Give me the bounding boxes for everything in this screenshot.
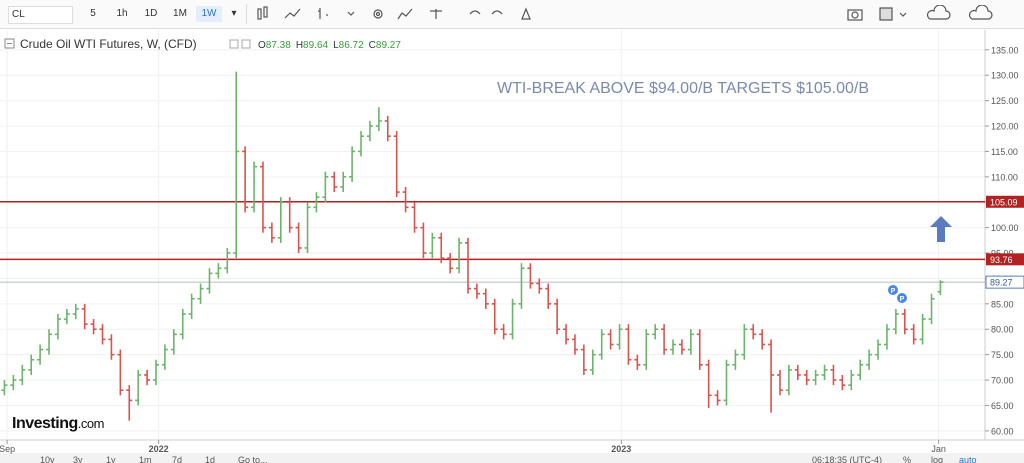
y-tick-label: 75.00 [991, 350, 1014, 360]
range-button: 1y [106, 455, 116, 463]
y-tick-label: 85.00 [991, 299, 1014, 309]
ohlc-legend-value: 89.27 [376, 40, 401, 51]
bottom-bar [0, 453, 1024, 463]
level-label: 93.76 [990, 255, 1013, 265]
level-label-bg [986, 195, 1024, 208]
ohlc-legend-key: O [258, 40, 266, 51]
x-tick-label: Sep [0, 444, 15, 454]
event-label: P [900, 296, 905, 303]
scale-option: % [903, 455, 911, 463]
ohlc-legend: O87.38 H89.64 L86.72 C89.27 [258, 40, 401, 51]
ohlc-legend-value: 89.64 [303, 40, 328, 51]
right-tools [847, 5, 993, 21]
chart-title: Crude Oil WTI Futures, W, (CFD) [20, 37, 197, 51]
y-tick-label: 135.00 [991, 45, 1019, 55]
legend-icons [229, 39, 251, 49]
plot-bg [0, 30, 985, 440]
price-label-bg [985, 275, 1024, 289]
interval-button[interactable]: 1M [173, 8, 187, 19]
y-tick-label: 110.00 [991, 172, 1018, 182]
watermark: Investing.com [12, 415, 104, 432]
ohlc-legend-value: 87.38 [266, 40, 291, 51]
range-button: 1d [205, 455, 215, 463]
annotation: WTI-BREAK ABOVE $94.00/B TARGETS $105.00… [497, 80, 869, 97]
collapse-icon[interactable] [4, 38, 15, 49]
range-button: 10y [40, 455, 55, 463]
scale-option: log [931, 455, 943, 463]
y-tick-label: 125.00 [991, 96, 1019, 106]
y-tick-label: 70.00 [991, 376, 1014, 386]
interval-button[interactable]: 1D [144, 8, 158, 19]
price-label: 89.27 [990, 278, 1013, 288]
y-tick-label: 80.00 [991, 325, 1014, 335]
goto-button: Go to... [238, 455, 268, 463]
level-label: 105.09 [990, 197, 1018, 207]
interval-button[interactable]: 5 [90, 8, 96, 19]
symbol-input[interactable]: CL [8, 6, 73, 24]
toolbar: CL 5 1h 1D 1M 1W ▾ [0, 0, 1024, 29]
interval-button[interactable]: 1h [116, 8, 128, 19]
range-button: 3y [73, 455, 83, 463]
clock: 06:18:35 (UTC-4) [812, 455, 882, 463]
y-tick-label: 115.00 [991, 147, 1018, 157]
y-tick-label: 120.00 [991, 122, 1019, 132]
level-label-bg [986, 253, 1024, 266]
ohlc-legend-value: 86.72 [339, 40, 364, 51]
event-marker [897, 293, 907, 303]
grid [0, 30, 985, 440]
ohlc-legend-key: C [369, 40, 376, 51]
y-tick-label: 130.00 [991, 71, 1019, 81]
event-label: P [891, 288, 896, 295]
range-button: 7d [172, 455, 182, 463]
ohlc-legend-key: L [333, 40, 339, 51]
x-tick-label: 2023 [611, 444, 631, 454]
interval-button[interactable]: 1W [196, 6, 222, 22]
y-tick-label: 100.00 [991, 223, 1019, 233]
dropdown[interactable]: ▾ [231, 8, 237, 19]
y-tick-label: 60.00 [991, 426, 1014, 436]
event-marker [888, 285, 898, 295]
range-button: 1m [139, 455, 152, 463]
scale-option: auto [959, 455, 977, 463]
x-tick-label: 2022 [149, 444, 169, 454]
y-tick-label: 65.00 [991, 401, 1014, 411]
up-arrow [930, 216, 952, 242]
tool-icons [257, 6, 531, 20]
x-tick-label: Jan [931, 444, 946, 454]
ohlc-legend-key: H [296, 40, 303, 51]
